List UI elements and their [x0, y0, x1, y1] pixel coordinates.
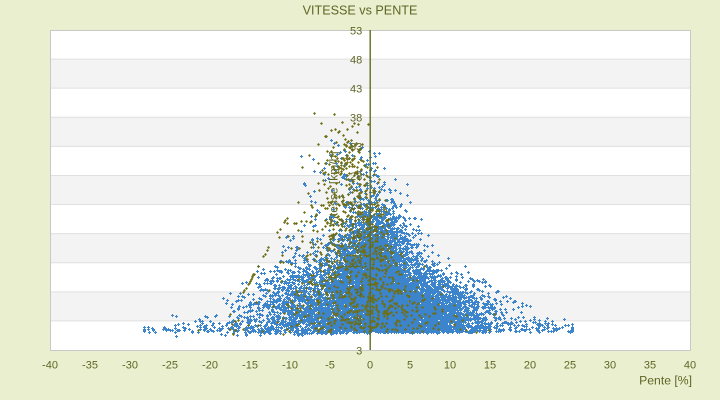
svg-text:20: 20	[524, 360, 536, 372]
svg-text:VITESSE vs PENTE: VITESSE vs PENTE	[303, 4, 418, 18]
svg-text:-15: -15	[242, 360, 258, 372]
svg-text:-20: -20	[202, 360, 218, 372]
svg-text:Pente [%]: Pente [%]	[639, 373, 692, 387]
svg-text:13: 13	[350, 258, 362, 270]
svg-text:28: 28	[350, 171, 362, 183]
svg-text:15: 15	[484, 360, 496, 372]
svg-text:-30: -30	[122, 360, 138, 372]
svg-text:0: 0	[367, 360, 373, 372]
svg-text:25: 25	[564, 360, 576, 372]
svg-text:8: 8	[356, 287, 362, 299]
svg-text:53: 53	[350, 25, 362, 37]
svg-text:-35: -35	[82, 360, 98, 372]
svg-text:10: 10	[444, 360, 456, 372]
svg-text:3: 3	[356, 345, 362, 357]
svg-text:-40: -40	[42, 360, 58, 372]
svg-text:18: 18	[350, 229, 362, 241]
svg-text:38: 38	[350, 113, 362, 125]
svg-text:30: 30	[604, 360, 616, 372]
svg-text:23: 23	[350, 200, 362, 212]
svg-text:40: 40	[684, 360, 696, 372]
svg-text:48: 48	[350, 54, 362, 66]
svg-text:-25: -25	[162, 360, 178, 372]
svg-text:-5: -5	[325, 360, 335, 372]
svg-text:-10: -10	[282, 360, 298, 372]
svg-text:35: 35	[644, 360, 656, 372]
svg-text:3: 3	[356, 316, 362, 328]
svg-text:5: 5	[407, 360, 413, 372]
svg-text:43: 43	[350, 83, 362, 95]
svg-text:33: 33	[350, 142, 362, 154]
